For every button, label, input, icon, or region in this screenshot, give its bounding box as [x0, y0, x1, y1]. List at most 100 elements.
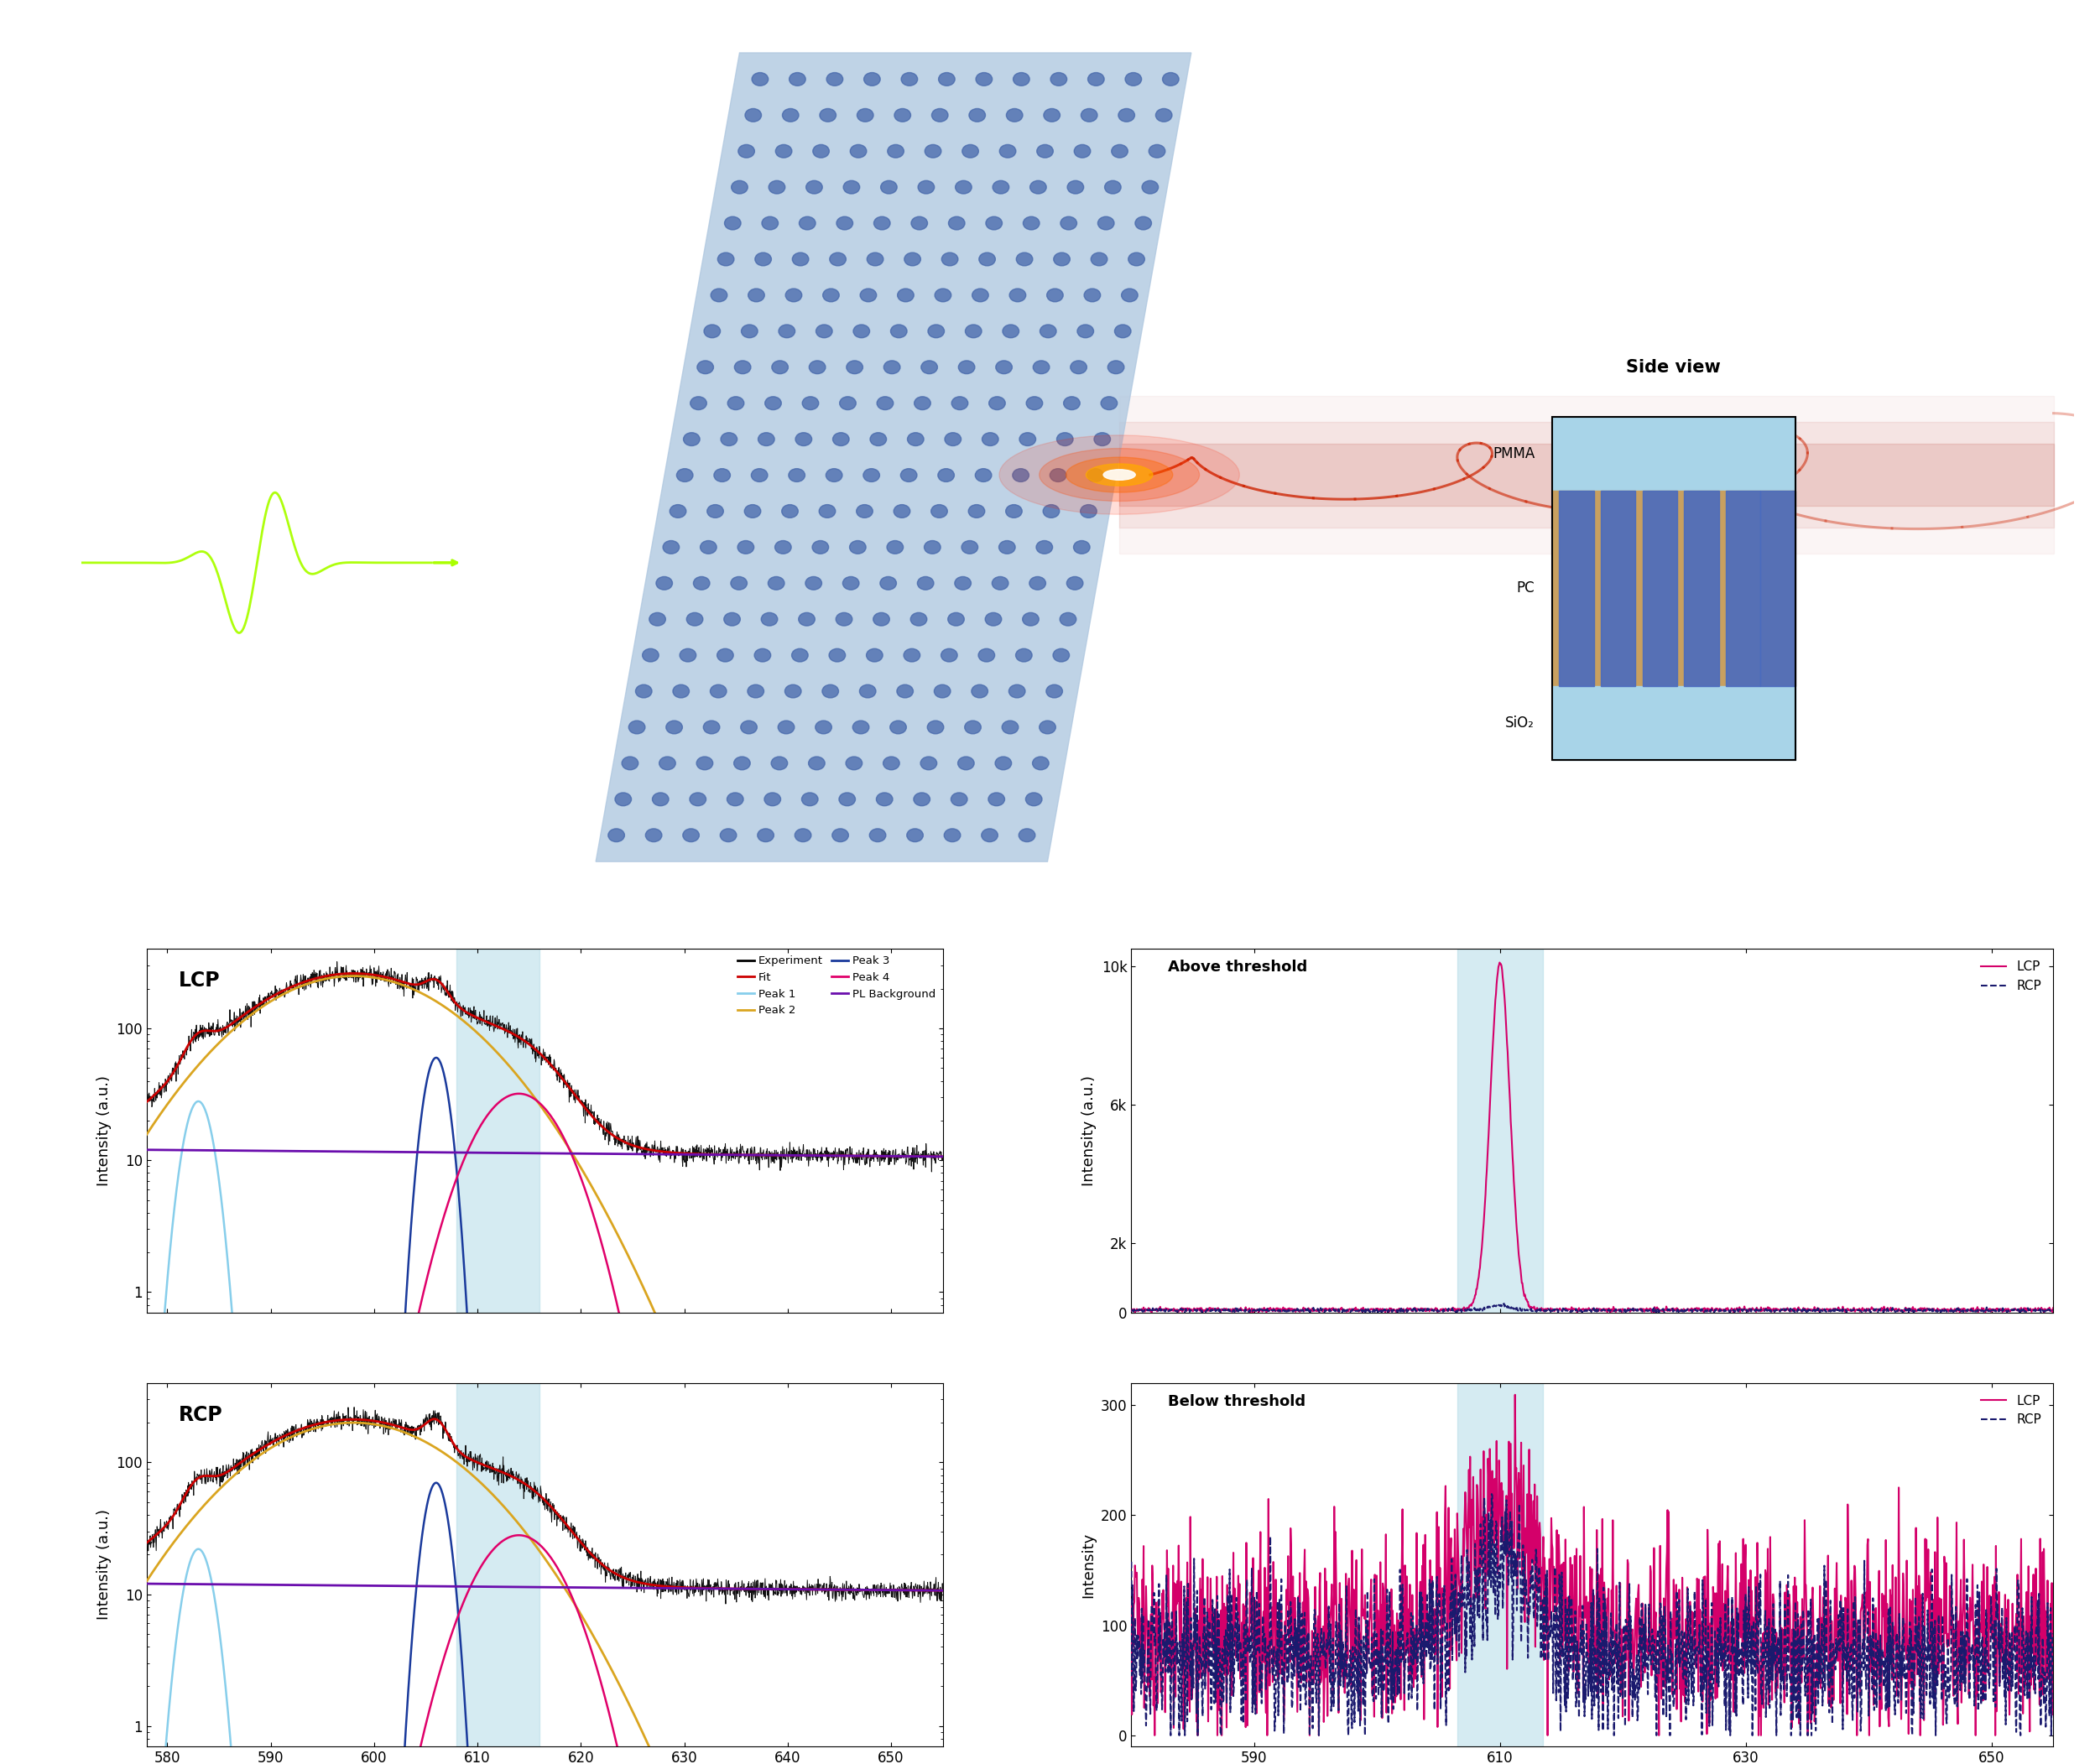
Ellipse shape	[951, 792, 968, 806]
Ellipse shape	[727, 792, 744, 806]
Ellipse shape	[733, 757, 750, 769]
Ellipse shape	[656, 577, 672, 589]
Ellipse shape	[809, 757, 825, 769]
Ellipse shape	[867, 649, 882, 662]
Ellipse shape	[748, 684, 765, 699]
Ellipse shape	[819, 109, 836, 122]
Ellipse shape	[1033, 360, 1050, 374]
LCP	[1119, 1591, 1144, 1612]
Text: LCP: LCP	[178, 970, 220, 991]
RCP	[1546, 1302, 1571, 1323]
Ellipse shape	[989, 792, 1006, 806]
Ellipse shape	[775, 145, 792, 157]
Ellipse shape	[1022, 217, 1039, 229]
Ellipse shape	[1119, 109, 1135, 122]
Ellipse shape	[1006, 505, 1022, 519]
Ellipse shape	[832, 432, 848, 446]
Ellipse shape	[918, 577, 934, 589]
Ellipse shape	[662, 540, 679, 554]
Ellipse shape	[794, 829, 811, 841]
Ellipse shape	[815, 325, 832, 337]
Ellipse shape	[888, 145, 903, 157]
RCP	[1190, 1619, 1215, 1641]
Ellipse shape	[825, 469, 842, 482]
Ellipse shape	[920, 757, 936, 769]
Ellipse shape	[683, 432, 700, 446]
Ellipse shape	[911, 217, 928, 229]
Ellipse shape	[828, 72, 842, 86]
Ellipse shape	[922, 360, 936, 374]
Ellipse shape	[742, 721, 756, 734]
Ellipse shape	[869, 829, 886, 841]
Ellipse shape	[714, 469, 731, 482]
Line: LCP: LCP	[1131, 963, 2053, 1312]
Ellipse shape	[672, 684, 689, 699]
Ellipse shape	[1129, 252, 1144, 266]
Ellipse shape	[830, 649, 846, 662]
Ellipse shape	[635, 684, 652, 699]
LCP	[1190, 1642, 1215, 1663]
Ellipse shape	[1081, 109, 1098, 122]
Ellipse shape	[1039, 721, 1056, 734]
Ellipse shape	[853, 325, 869, 337]
Ellipse shape	[777, 721, 794, 734]
Ellipse shape	[895, 505, 909, 519]
Ellipse shape	[679, 649, 696, 662]
RCP	[1479, 1484, 1504, 1505]
Ellipse shape	[1010, 289, 1027, 302]
Ellipse shape	[1012, 469, 1029, 482]
Ellipse shape	[955, 180, 972, 194]
Ellipse shape	[758, 432, 775, 446]
Ellipse shape	[1071, 360, 1087, 374]
Ellipse shape	[1004, 325, 1018, 337]
Ellipse shape	[1029, 577, 1045, 589]
Ellipse shape	[1104, 469, 1135, 480]
Ellipse shape	[842, 577, 859, 589]
Ellipse shape	[957, 757, 974, 769]
Polygon shape	[595, 53, 1192, 861]
Ellipse shape	[972, 289, 989, 302]
Ellipse shape	[930, 505, 947, 519]
Ellipse shape	[901, 469, 918, 482]
Ellipse shape	[999, 540, 1016, 554]
Ellipse shape	[809, 360, 825, 374]
Ellipse shape	[1066, 180, 1083, 194]
Ellipse shape	[1054, 649, 1068, 662]
Ellipse shape	[1043, 109, 1060, 122]
RCP	[1510, 1300, 1536, 1321]
Ellipse shape	[895, 109, 911, 122]
Ellipse shape	[616, 792, 631, 806]
Ellipse shape	[993, 180, 1010, 194]
RCP	[1529, 1589, 1554, 1611]
Text: Above threshold: Above threshold	[1169, 960, 1307, 975]
Bar	[1456, 949, 1544, 1312]
Ellipse shape	[995, 757, 1012, 769]
Ellipse shape	[792, 252, 809, 266]
Ellipse shape	[1112, 145, 1127, 157]
Ellipse shape	[1039, 325, 1056, 337]
Ellipse shape	[844, 180, 859, 194]
Ellipse shape	[716, 649, 733, 662]
Ellipse shape	[798, 612, 815, 626]
Ellipse shape	[876, 792, 892, 806]
Ellipse shape	[645, 829, 662, 841]
Ellipse shape	[939, 469, 955, 482]
Ellipse shape	[955, 577, 972, 589]
Ellipse shape	[735, 360, 750, 374]
Ellipse shape	[869, 432, 886, 446]
Ellipse shape	[1001, 721, 1018, 734]
Ellipse shape	[1104, 180, 1121, 194]
Ellipse shape	[725, 217, 742, 229]
Ellipse shape	[951, 397, 968, 409]
Ellipse shape	[974, 469, 991, 482]
Ellipse shape	[802, 397, 819, 409]
Ellipse shape	[1064, 397, 1081, 409]
Ellipse shape	[878, 397, 892, 409]
Ellipse shape	[890, 721, 907, 734]
Ellipse shape	[880, 180, 897, 194]
Ellipse shape	[1100, 397, 1117, 409]
RCP	[2041, 1623, 2066, 1644]
Ellipse shape	[867, 252, 884, 266]
Ellipse shape	[649, 612, 666, 626]
Ellipse shape	[957, 360, 974, 374]
